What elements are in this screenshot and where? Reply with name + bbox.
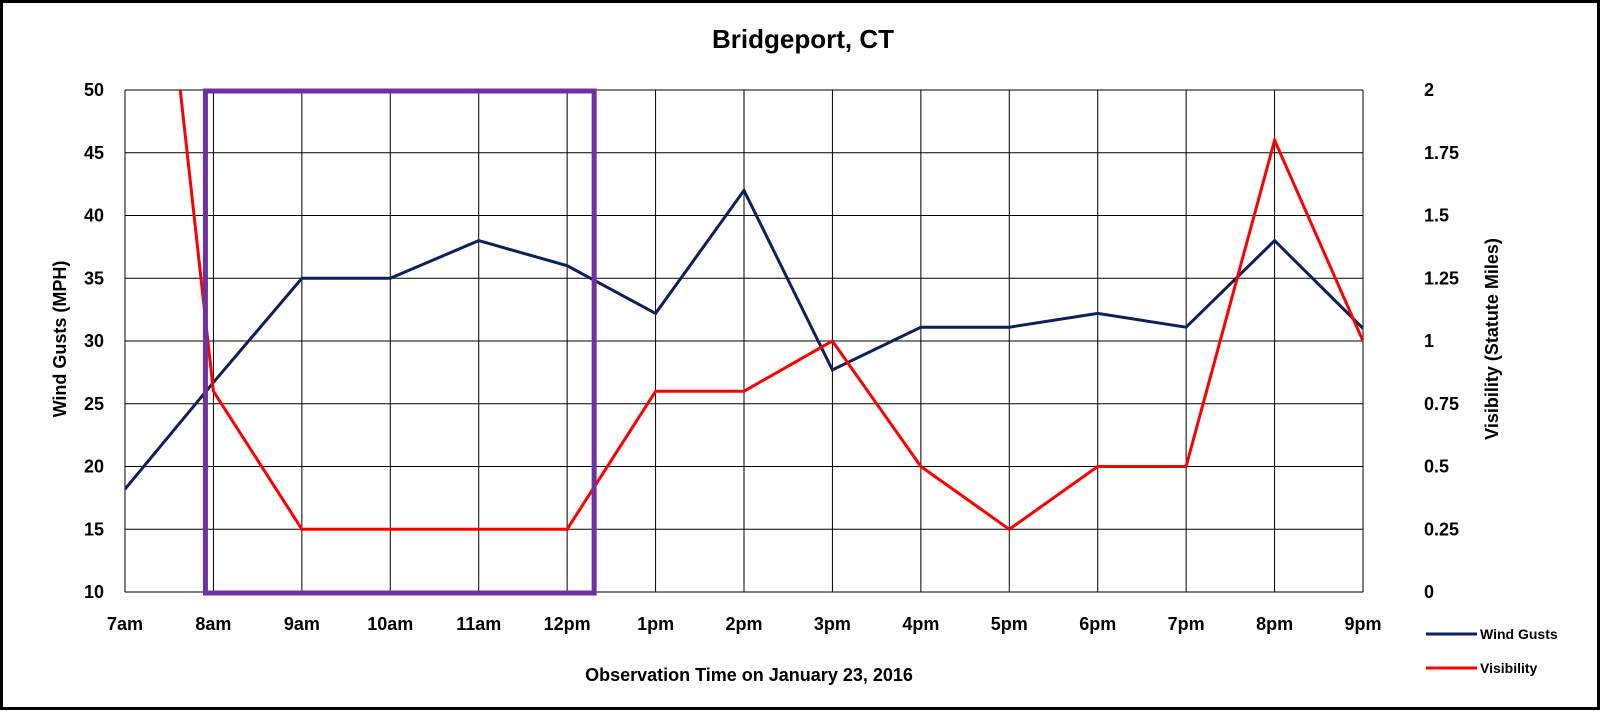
y-axis-right-label: Visibility (Statute Miles) [1482,238,1502,440]
y-left-tick-label: 20 [84,457,104,477]
x-tick-label: 9am [284,614,320,634]
y-left-tick-label: 45 [84,143,104,163]
series-line-visibility [178,90,1363,532]
highlight-box [202,88,597,596]
x-tick-label: 6pm [1079,614,1116,634]
y-right-tick-label: 1.5 [1424,206,1449,226]
y-right-tick-label: 1.25 [1424,268,1459,288]
series-line-wind-gusts [125,187,1363,491]
y-left-tick-label: 40 [84,206,104,226]
tick-labels: 10 15 20 25 30 35 40 45 50 0 0.25 0.5 0.75 1 1.25 1.5 1.… [84,80,1459,634]
chart-svg: Bridgeport, CT 10 15 20 25 30 35 40 45 50 0 0.25 0.… [50,24,1558,685]
y-left-tick-label: 25 [84,394,104,414]
y-left-tick-label: 15 [84,519,104,539]
grid-lines [124,89,1364,593]
y-right-tick-label: 0.25 [1424,519,1459,539]
x-tick-label: 9pm [1344,614,1381,634]
x-axis-label: Observation Time on January 23, 2016 [585,665,913,685]
x-tick-label: 4pm [902,614,939,634]
y-right-tick-label: 0 [1424,582,1434,602]
x-tick-label: 2pm [725,614,762,634]
x-tick-label: 10am [367,614,413,634]
x-tick-label: 11am [456,614,501,634]
x-tick-label: 8pm [1256,614,1293,634]
x-tick-label: 8am [195,614,231,634]
y-right-tick-label: 0.75 [1424,394,1459,414]
y-left-tick-label: 50 [84,80,104,100]
x-tick-label: 12pm [544,614,591,634]
legend: Wind Gusts Visibility [1426,626,1558,676]
y-right-tick-label: 2 [1424,80,1434,100]
y-right-tick-label: 1.75 [1424,143,1459,163]
legend-label: Visibility [1480,660,1538,676]
y-left-tick-label: 30 [84,331,104,351]
data-series [125,90,1363,532]
x-tick-label: 3pm [814,614,851,634]
highlight-box-group [202,88,597,596]
y-left-tick-label: 10 [84,582,104,602]
x-tick-label: 7pm [1168,614,1205,634]
x-tick-label: 5pm [991,614,1028,634]
x-tick-label: 7am [107,614,143,634]
legend-label: Wind Gusts [1480,626,1558,642]
y-right-tick-label: 0.5 [1424,457,1449,477]
y-left-tick-label: 35 [84,268,104,288]
y-right-tick-label: 1 [1424,331,1434,351]
x-tick-label: 1pm [637,614,674,634]
chart-title: Bridgeport, CT [712,24,894,54]
y-axis-left-label: Wind Gusts (MPH) [50,261,70,418]
